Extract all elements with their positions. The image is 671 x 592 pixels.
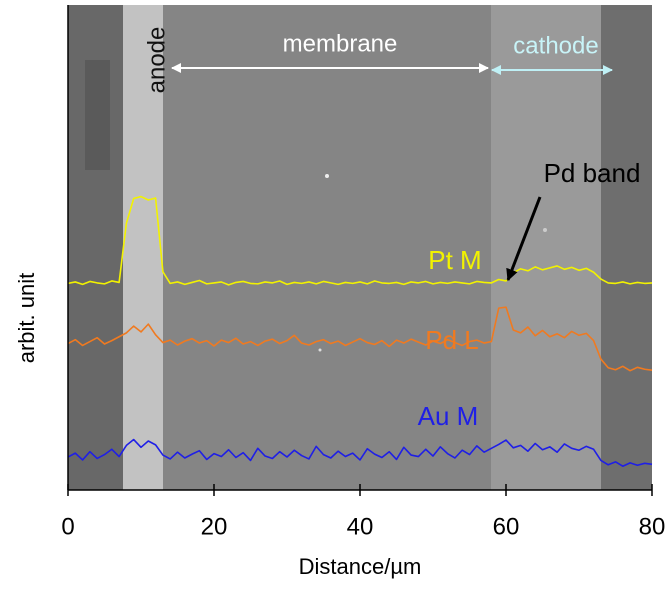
series-line [67, 438, 653, 468]
pd-band-arrow [506, 196, 542, 282]
pd-band-label: Pd band [544, 158, 641, 188]
series-label: Pd L [425, 325, 479, 355]
plot-area [67, 195, 653, 468]
membrane-label: membrane [283, 30, 398, 57]
y-axis-label: arbit. unit [14, 273, 39, 364]
series-line [67, 195, 653, 286]
cathode-label: cathode [513, 32, 598, 59]
x-tick-label: 0 [61, 513, 74, 540]
series-line [67, 306, 653, 372]
x-tick-label: 60 [493, 513, 520, 540]
x-axis-label: Distance/µm [299, 554, 422, 579]
sem-image [68, 5, 652, 490]
series-label: Au M [418, 401, 479, 431]
x-tick-label: 40 [347, 513, 374, 540]
x-tick-label: 80 [639, 513, 666, 540]
anode-label: anode [143, 27, 170, 94]
series-label: Pt M [428, 245, 481, 275]
x-tick-label: 20 [201, 513, 228, 540]
